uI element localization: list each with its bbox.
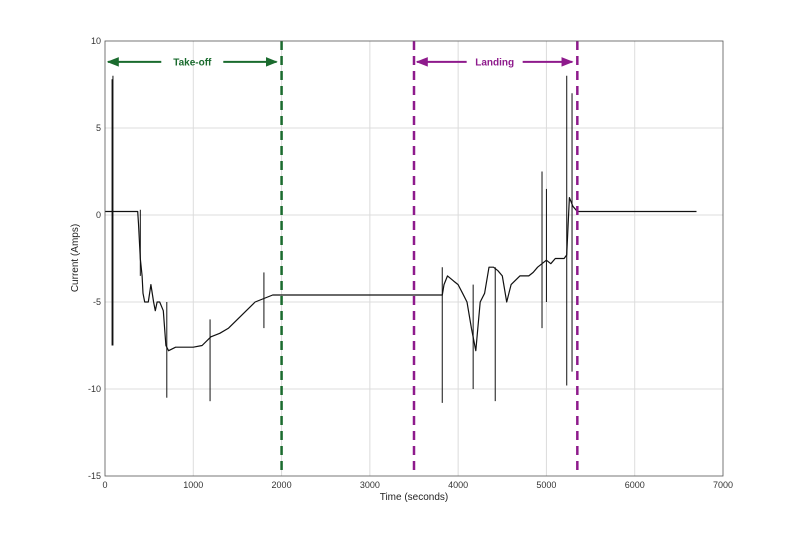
y-axis-label: Current (Amps) (70, 224, 81, 292)
y-tick-label: -15 (88, 471, 101, 481)
x-tick-label: 5000 (536, 480, 556, 490)
x-axis-label: Time (seconds) (380, 492, 449, 503)
tick-layer: 0 1000 2000 3000 4000 5000 6000 7000 -15 -10 -5 0 5 1… (88, 36, 733, 490)
x-tick-label: 0 (102, 480, 107, 490)
x-tick-label: 4000 (448, 480, 468, 490)
series-layer (105, 75, 697, 403)
y-tick-label: 0 (96, 210, 101, 220)
annotation-layer: Take-off Landing (106, 41, 579, 476)
x-tick-label: 7000 (713, 480, 733, 490)
y-tick-label: -5 (93, 297, 101, 307)
y-tick-label: -10 (88, 384, 101, 394)
x-tick-label: 2000 (272, 480, 292, 490)
plot-frame (104, 40, 724, 477)
phase-label: Landing (475, 57, 514, 68)
y-tick-label: 5 (96, 123, 101, 133)
y-tick-label: 10 (91, 36, 101, 46)
x-tick-label: 6000 (625, 480, 645, 490)
phase-label: Take-off (173, 57, 212, 68)
x-tick-label: 3000 (360, 480, 380, 490)
x-tick-label: 1000 (183, 480, 203, 490)
